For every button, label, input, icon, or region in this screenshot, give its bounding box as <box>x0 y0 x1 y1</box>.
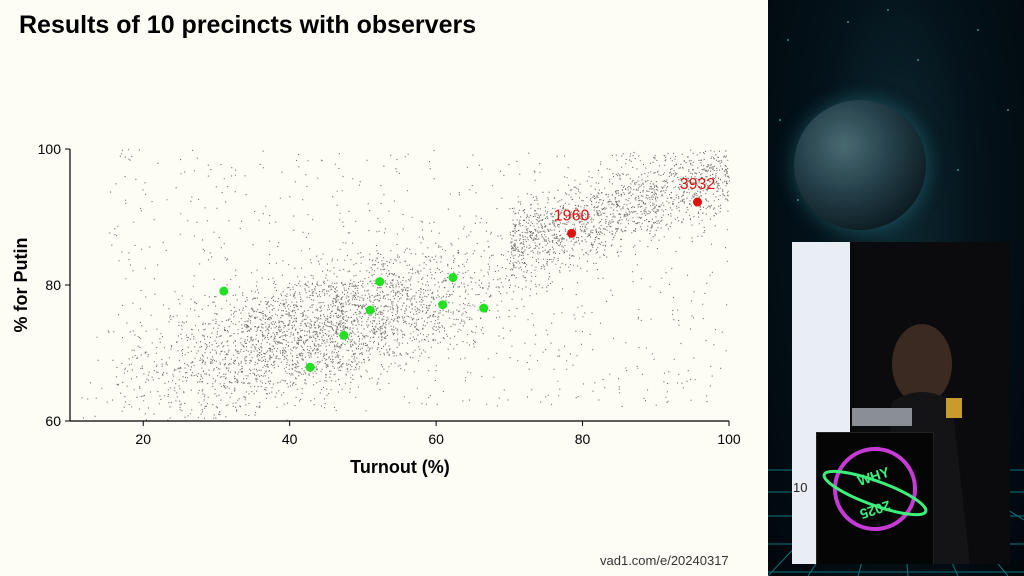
x-axis-label: Turnout (%) <box>350 457 450 477</box>
highlight-points: 1960 3932 <box>219 176 715 372</box>
x-tick-label: 80 <box>575 431 591 447</box>
observed-precinct-point <box>365 305 375 315</box>
y-tick-label: 60 <box>45 413 61 429</box>
slide-title: Results of 10 precincts with observers <box>19 11 477 39</box>
footer-url: vad1.com/e/20240317 <box>600 553 729 568</box>
y-tick-label: 80 <box>45 277 61 293</box>
labeled-precinct-point <box>693 197 703 207</box>
x-tick-label: 60 <box>428 431 444 447</box>
video-side-panel: 10 WHY 2025 <box>768 0 1024 576</box>
x-tick-label: 20 <box>135 431 151 447</box>
observed-precinct-point <box>479 303 489 313</box>
planet-graphic <box>794 100 926 230</box>
observed-precinct-point <box>448 273 458 283</box>
labeled-precinct-point <box>567 228 577 238</box>
y-ticks: 60 80 100 <box>38 141 70 429</box>
y-tick-label: 100 <box>38 141 62 157</box>
observed-precinct-point <box>375 277 385 287</box>
precinct-data-label: 3932 <box>680 176 716 193</box>
camera-feed: 10 WHY 2025 <box>792 242 1010 564</box>
x-tick-label: 100 <box>717 431 741 447</box>
observed-precinct-point <box>305 362 315 372</box>
precinct-cloud <box>81 149 730 421</box>
y-axis-label: % for Putin <box>11 238 31 333</box>
x-ticks: 20 40 60 80 100 <box>135 421 741 447</box>
precinct-data-label: 1960 <box>554 207 590 224</box>
observed-precinct-point <box>438 300 448 310</box>
podium: WHY 2025 <box>816 432 934 564</box>
chart-axes <box>69 149 729 422</box>
projection-screen-label: 10 <box>793 480 808 495</box>
precinct-cloud-points <box>81 149 730 421</box>
observed-precinct-point <box>219 286 229 296</box>
slide: Results of 10 precincts with observers 2… <box>0 0 768 576</box>
event-logo: WHY 2025 <box>822 447 928 531</box>
scatter-chart: 20 40 60 80 100 60 80 100 Turnout (%) % for Pu… <box>11 141 741 477</box>
observed-precinct-point <box>339 330 349 340</box>
x-tick-label: 40 <box>282 431 298 447</box>
